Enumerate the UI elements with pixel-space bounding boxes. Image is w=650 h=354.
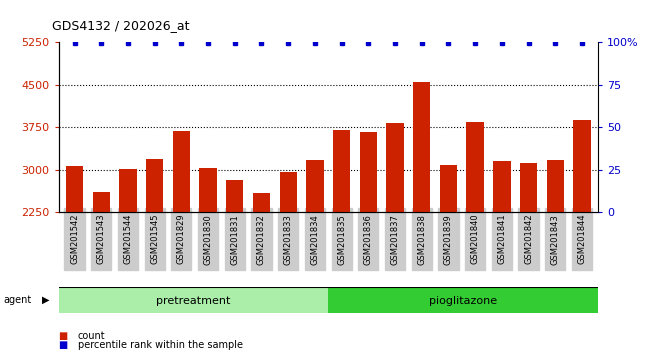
Bar [413,81,430,212]
Bar [333,130,350,212]
Bar [520,162,538,212]
Bar [280,172,297,212]
Bar [359,132,377,212]
Bar [440,165,457,212]
Text: pretreatment: pretreatment [156,296,231,306]
Bar [58,287,328,313]
Bar [92,192,110,212]
Text: agent: agent [3,295,31,305]
Text: percentile rank within the sample: percentile rank within the sample [78,340,243,350]
Bar [253,193,270,212]
Bar [493,161,510,212]
Bar [119,169,136,212]
Bar [226,179,244,212]
Text: ■: ■ [58,340,68,350]
Text: pioglitazone: pioglitazone [429,296,497,306]
Bar [328,287,598,313]
Text: GDS4132 / 202026_at: GDS4132 / 202026_at [52,19,190,32]
Bar [573,120,591,212]
Bar [200,168,216,212]
Bar [173,131,190,212]
Bar [306,160,324,212]
Text: ▶: ▶ [42,295,50,305]
Bar [467,122,484,212]
Bar [66,166,83,212]
Text: count: count [78,331,105,341]
Bar [386,124,404,212]
Bar [547,160,564,212]
Text: ■: ■ [58,331,68,341]
Bar [146,159,163,212]
